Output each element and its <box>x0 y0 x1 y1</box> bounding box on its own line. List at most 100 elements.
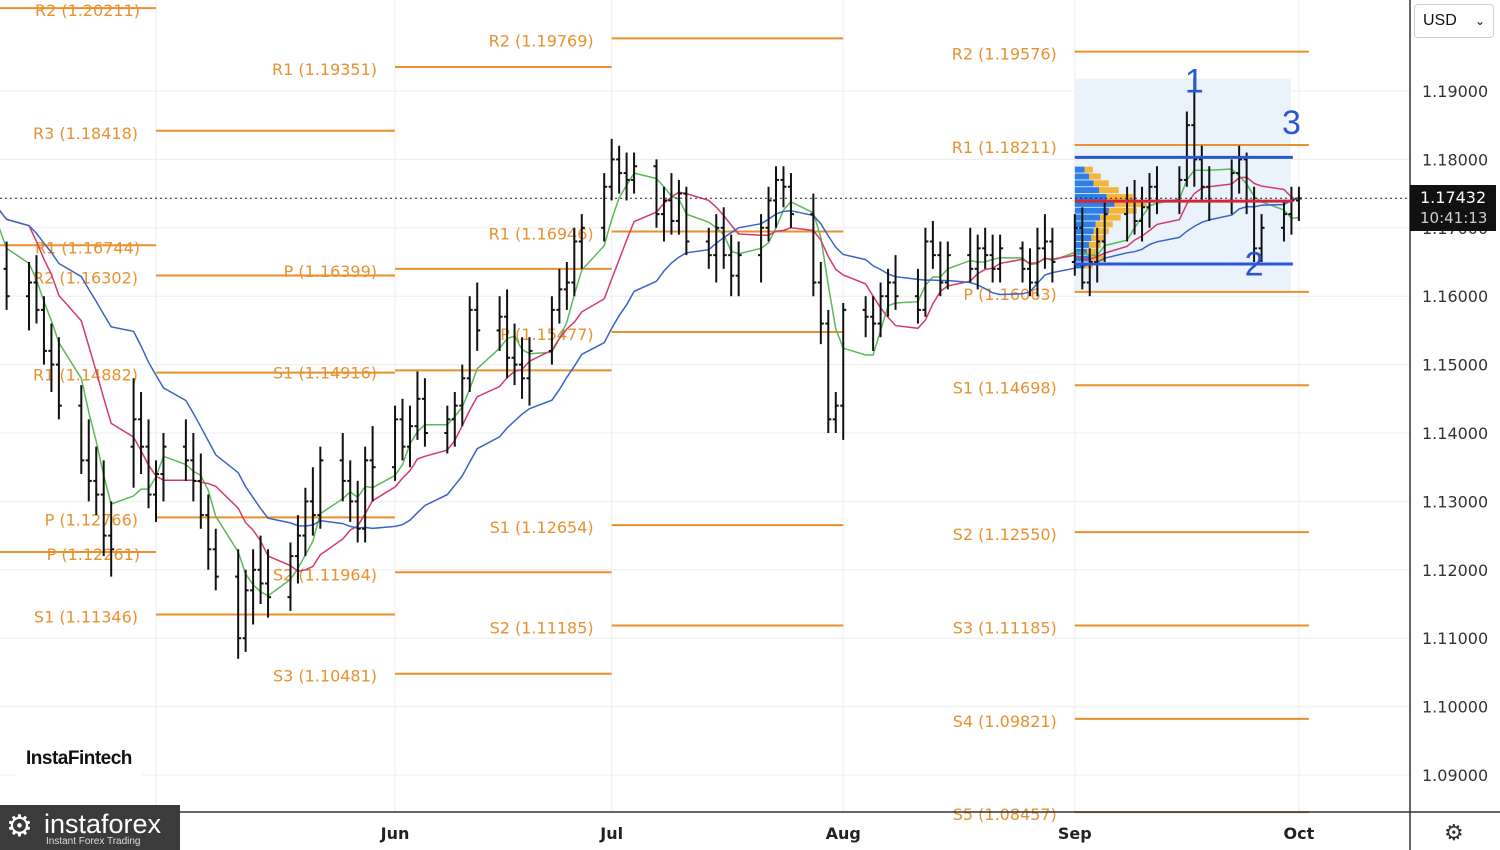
profile-bar-blue <box>1074 180 1094 187</box>
ohlc-bar <box>205 494 212 570</box>
ohlc-bar <box>825 309 832 433</box>
profile-bar-blue <box>1074 194 1107 201</box>
ohlc-bar <box>683 186 690 256</box>
wave-label: 1 <box>1185 63 1204 101</box>
ohlc-bar <box>817 262 824 345</box>
pivot-label: R1 (1.18211) <box>952 138 1057 157</box>
x-tick-label: Jul <box>599 824 623 843</box>
y-tick-label: 1.15000 <box>1422 356 1488 375</box>
instaforex-logo[interactable]: ⚙ instaforex Instant Forex Trading <box>0 805 180 850</box>
pivot-label: R1 (1.19351) <box>272 60 377 79</box>
ohlc-bar <box>392 405 399 481</box>
x-tick-label: Oct <box>1284 824 1315 843</box>
ohlc-bar <box>138 391 145 475</box>
pivot-label: P (1.15477) <box>500 325 593 344</box>
ohlc-bar <box>877 282 884 338</box>
ohlc-bar <box>347 460 354 522</box>
analysis-overlay <box>0 155 1410 266</box>
pivot-label: R3 (1.18418) <box>33 124 138 143</box>
ohlc-bar <box>1236 145 1243 194</box>
logo-subtitle: Instant Forex Trading <box>46 836 141 847</box>
ohlc-bar <box>474 282 481 351</box>
x-tick-label: Jun <box>380 824 410 843</box>
profile-bar-blue <box>1074 173 1090 180</box>
ohlc-bar <box>257 535 264 604</box>
ohlc-bar <box>840 303 847 440</box>
ohlc-bar <box>1139 186 1146 242</box>
ohlc-bar <box>862 296 869 338</box>
ohlc-bar <box>989 234 996 283</box>
ohlc-bar <box>130 378 137 488</box>
ohlc-bar <box>369 426 376 502</box>
profile-bar-blue <box>1074 207 1109 214</box>
x-tick-label: Aug <box>826 824 861 843</box>
ohlc-bar <box>197 453 204 529</box>
pivot-label: P (1.12261) <box>47 545 140 564</box>
ohlc-bar <box>1101 200 1108 262</box>
ohlc-bar <box>160 433 167 502</box>
ohlc-bar <box>496 296 503 351</box>
ohlc-bar <box>1198 145 1205 201</box>
profile-bar-orange <box>1089 241 1101 248</box>
ohlc-bar <box>713 214 720 283</box>
ohlc-bar <box>33 255 40 324</box>
ohlc-bar <box>765 186 772 242</box>
ohlc-bar <box>563 262 570 310</box>
profile-bar-blue <box>1074 200 1115 207</box>
x-tick-label: Sep <box>1058 824 1092 843</box>
ohlc-bar <box>548 296 555 365</box>
currency-select[interactable]: USD ⌄ <box>1414 4 1494 38</box>
ohlc-bar <box>235 549 242 659</box>
ohlc-bar <box>302 487 309 557</box>
ohlc-bar <box>399 398 406 461</box>
ohlc-bar <box>504 289 511 379</box>
ohlc-bar <box>653 159 660 228</box>
pivot-label: R2 (1.19576) <box>952 45 1057 64</box>
ohlc-bar <box>294 515 301 584</box>
y-tick-label: 1.13000 <box>1422 492 1488 511</box>
ohlc-bar <box>309 467 316 536</box>
pivot-label: S3 (1.10481) <box>273 667 377 686</box>
ohlc-bar <box>929 220 936 269</box>
profile-bar-orange <box>1093 180 1109 187</box>
y-tick-label: 1.09000 <box>1422 766 1488 785</box>
ohlc-bar <box>26 262 33 331</box>
y-tick-label: 1.14000 <box>1422 424 1488 443</box>
settings-icon[interactable]: ⚙ <box>1444 820 1464 845</box>
profile-bar-orange <box>1099 187 1119 194</box>
logo-name: instaforex <box>44 809 162 839</box>
watermark-box <box>16 718 142 784</box>
ohlc-bar <box>78 385 85 475</box>
pivot-label: S1 (1.11346) <box>34 608 138 627</box>
ohlc-bar <box>108 501 115 577</box>
pivot-label: R1 (1.16946) <box>489 224 594 243</box>
ohlc-bar <box>459 364 466 427</box>
ohlc-bar <box>1094 227 1101 283</box>
ohlc-bar <box>944 241 951 290</box>
ohlc-bar <box>578 214 585 269</box>
ma-mid-line <box>0 176 1300 572</box>
pivot-label: P (1.12766) <box>45 510 138 529</box>
y-tick-label: 1.18000 <box>1422 150 1488 169</box>
ohlc-bar <box>421 378 428 447</box>
moving-averages <box>0 168 1300 597</box>
ohlc-bar <box>631 152 638 194</box>
ohlc-bar <box>466 296 473 392</box>
ohlc-bar <box>922 227 929 317</box>
ohlc-bar <box>914 268 921 324</box>
ohlc-bar <box>556 268 563 324</box>
ohlc-bar <box>787 173 794 228</box>
y-tick-label: 1.16000 <box>1422 287 1488 306</box>
pivot-label: R1 (1.14882) <box>33 366 138 385</box>
ohlc-bar <box>967 227 974 283</box>
ohlc-bar <box>982 227 989 269</box>
watermark-text: InstaFintech <box>26 748 132 769</box>
ohlc-bar <box>660 186 667 242</box>
ohlc-bars <box>3 77 1302 659</box>
ohlc-bar <box>773 166 780 228</box>
ohlc-bar <box>720 207 727 269</box>
ohlc-bar <box>616 145 623 194</box>
ohlc-bar <box>406 405 413 468</box>
